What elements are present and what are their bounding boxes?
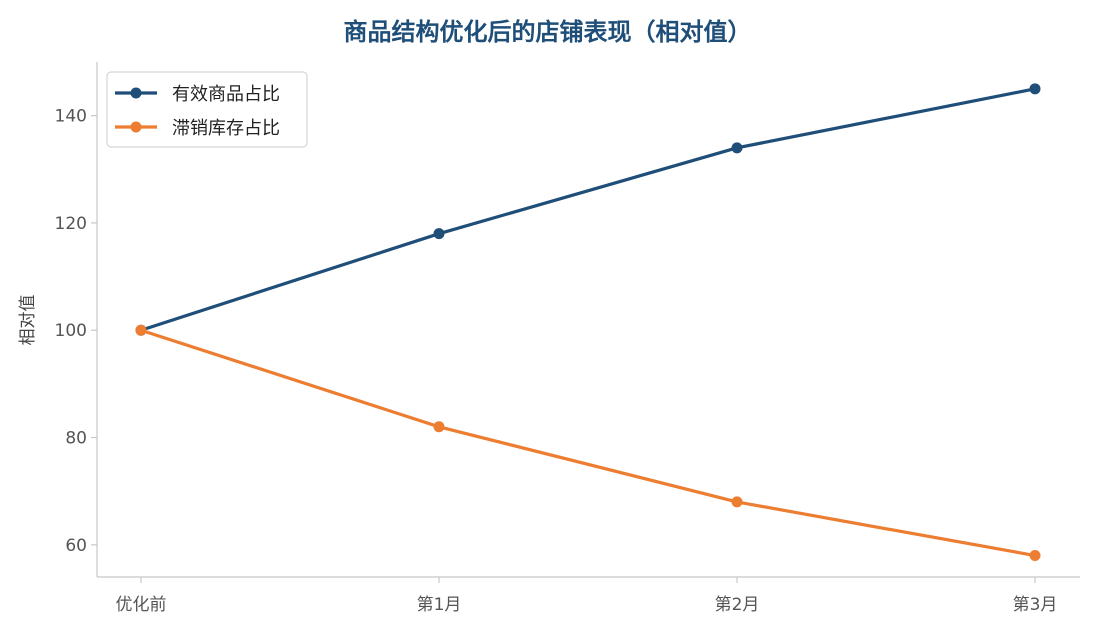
y-axis-label-group: 相对值 — [18, 295, 38, 346]
data-point — [1029, 83, 1041, 95]
legend-label: 滞销库存占比 — [172, 118, 280, 139]
legend-marker — [130, 87, 142, 99]
series-line — [140, 87, 1036, 332]
x-tick-label: 优化前 — [116, 595, 167, 615]
y-tick-label: 140 — [55, 107, 87, 127]
series-line — [140, 328, 1036, 558]
y-tick-label: 80 — [65, 429, 87, 449]
y-tick-label: 60 — [65, 536, 87, 556]
x-tick-label: 第3月 — [1013, 595, 1058, 615]
data-point — [135, 324, 147, 336]
legend-label: 有效商品占比 — [172, 84, 280, 105]
x-tick-label: 第2月 — [715, 595, 760, 615]
chart-title: 商品结构优化后的店铺表现（相对值） — [343, 18, 752, 46]
data-point — [433, 421, 445, 433]
y-tick-label: 100 — [55, 321, 87, 341]
x-tick-label: 第1月 — [417, 595, 462, 615]
axes: 60 80 100 120 140 优化前 第1月 第2月 第3月 — [55, 62, 1080, 615]
data-point — [731, 496, 743, 508]
series-group — [135, 83, 1041, 562]
y-tick-label: 120 — [55, 214, 87, 234]
series-2 — [135, 324, 1041, 562]
y-axis-label: 相对值 — [18, 295, 38, 346]
legend-marker — [130, 121, 142, 133]
data-point — [433, 228, 445, 240]
data-point — [731, 142, 743, 154]
data-point — [1029, 550, 1041, 562]
